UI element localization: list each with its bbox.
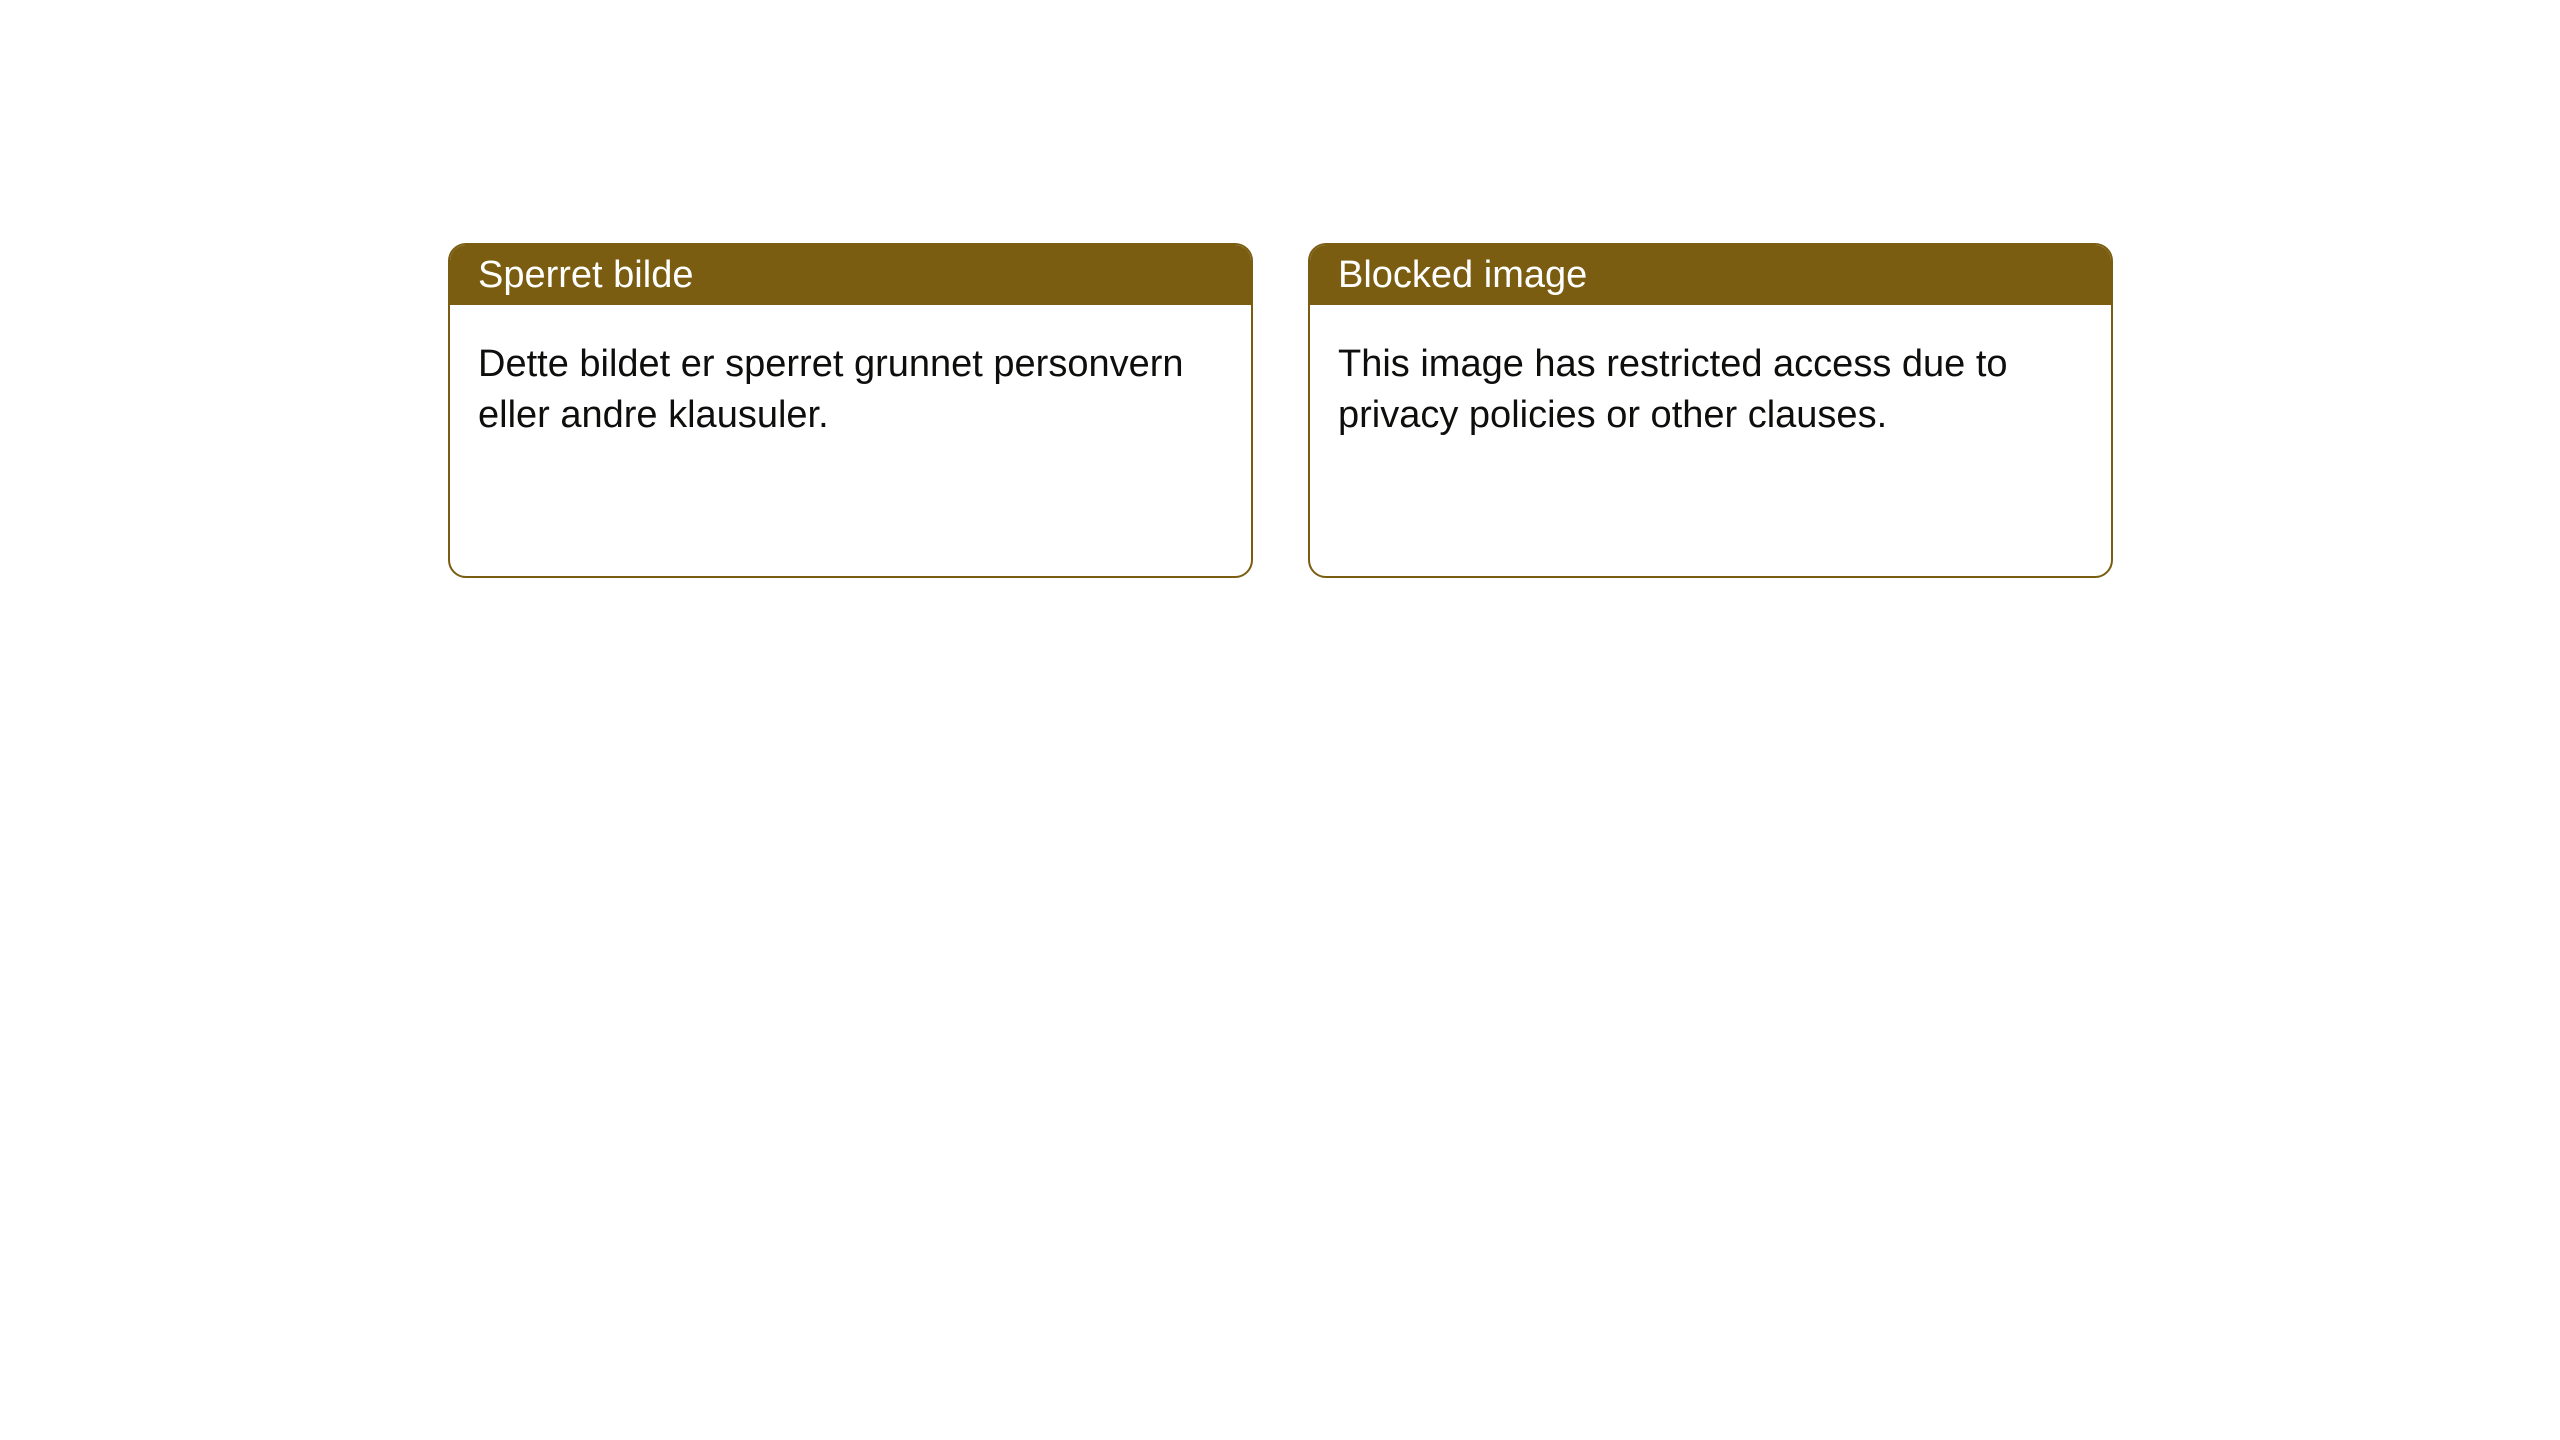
card-body-no: Dette bildet er sperret grunnet personve… bbox=[450, 305, 1251, 476]
blocked-image-card-en: Blocked image This image has restricted … bbox=[1308, 243, 2113, 578]
card-title-en: Blocked image bbox=[1338, 254, 1587, 297]
card-text-no: Dette bildet er sperret grunnet personve… bbox=[478, 343, 1184, 436]
card-header-en: Blocked image bbox=[1310, 245, 2111, 305]
card-text-en: This image has restricted access due to … bbox=[1338, 343, 2008, 436]
card-body-en: This image has restricted access due to … bbox=[1310, 305, 2111, 476]
card-header-no: Sperret bilde bbox=[450, 245, 1251, 305]
card-title-no: Sperret bilde bbox=[478, 254, 693, 297]
notice-container: Sperret bilde Dette bildet er sperret gr… bbox=[0, 0, 2560, 578]
blocked-image-card-no: Sperret bilde Dette bildet er sperret gr… bbox=[448, 243, 1253, 578]
